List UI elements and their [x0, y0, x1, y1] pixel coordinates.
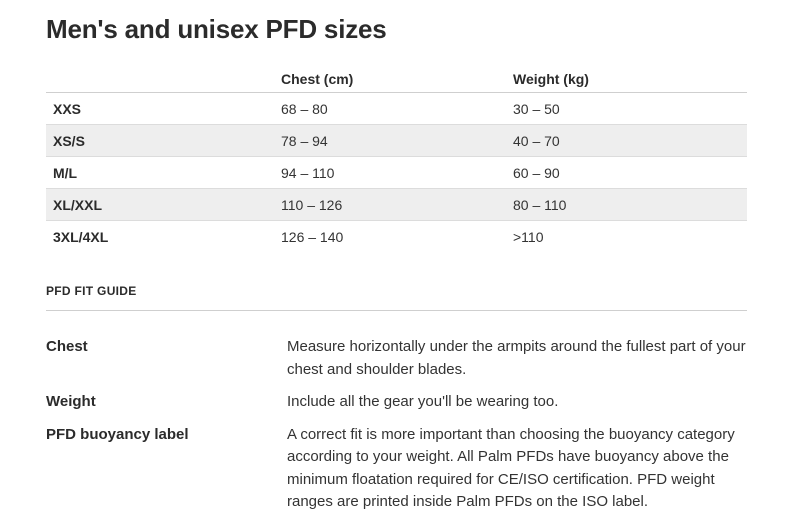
chest-cell: 110 – 126 — [281, 188, 513, 221]
section-divider — [46, 310, 747, 311]
fit-guide-list: Chest Measure horizontally under the arm… — [46, 336, 756, 524]
size-table: Chest (cm) Weight (kg) XXS 68 – 80 30 – … — [46, 66, 747, 252]
weight-column-header: Weight (kg) — [513, 66, 747, 93]
weight-cell: 60 – 90 — [513, 156, 747, 189]
chest-cell: 78 – 94 — [281, 124, 513, 157]
size-column-header — [46, 66, 281, 93]
fit-guide-term: PFD buoyancy label — [46, 425, 189, 443]
fit-guide-term: Chest — [46, 338, 88, 355]
table-row: XL/XXL 110 – 126 80 – 110 — [46, 188, 747, 221]
size-cell: XS/S — [46, 124, 281, 157]
size-cell: M/L — [46, 156, 281, 189]
weight-cell: 80 – 110 — [513, 188, 747, 221]
table-row: M/L 94 – 110 60 – 90 — [46, 156, 747, 189]
chest-cell: 68 – 80 — [281, 92, 513, 125]
weight-cell: >110 — [513, 228, 544, 245]
size-cell: 3XL/4XL — [53, 228, 109, 245]
fit-guide-item: Chest Measure horizontally under the arm… — [46, 336, 756, 381]
fit-guide-item: PFD buoyancy label A correct fit is more… — [46, 424, 756, 514]
table-row: XXS 68 – 80 30 – 50 — [46, 92, 747, 125]
chest-cell: 126 – 140 — [281, 228, 344, 245]
weight-cell: 40 – 70 — [513, 124, 747, 157]
table-header-row: Chest (cm) Weight (kg) — [46, 66, 747, 93]
fit-guide-heading: PFD FIT GUIDE — [46, 284, 137, 298]
table-row: 3XL/4XL 126 – 140 >110 — [46, 221, 747, 253]
fit-guide-description: Measure horizontally under the armpits a… — [287, 338, 746, 378]
size-cell: XL/XXL — [46, 188, 281, 221]
size-cell: XXS — [46, 92, 281, 125]
fit-guide-description: A correct fit is more important than cho… — [287, 425, 735, 511]
page-title: Men's and unisex PFD sizes — [46, 14, 387, 44]
fit-guide-item: Weight Include all the gear you'll be we… — [46, 391, 756, 414]
chest-column-header: Chest (cm) — [281, 66, 513, 93]
fit-guide-description: Include all the gear you'll be wearing t… — [287, 393, 559, 410]
weight-cell: 30 – 50 — [513, 92, 747, 125]
chest-cell: 94 – 110 — [281, 156, 513, 189]
fit-guide-term: Weight — [46, 393, 96, 410]
table-row: XS/S 78 – 94 40 – 70 — [46, 124, 747, 157]
